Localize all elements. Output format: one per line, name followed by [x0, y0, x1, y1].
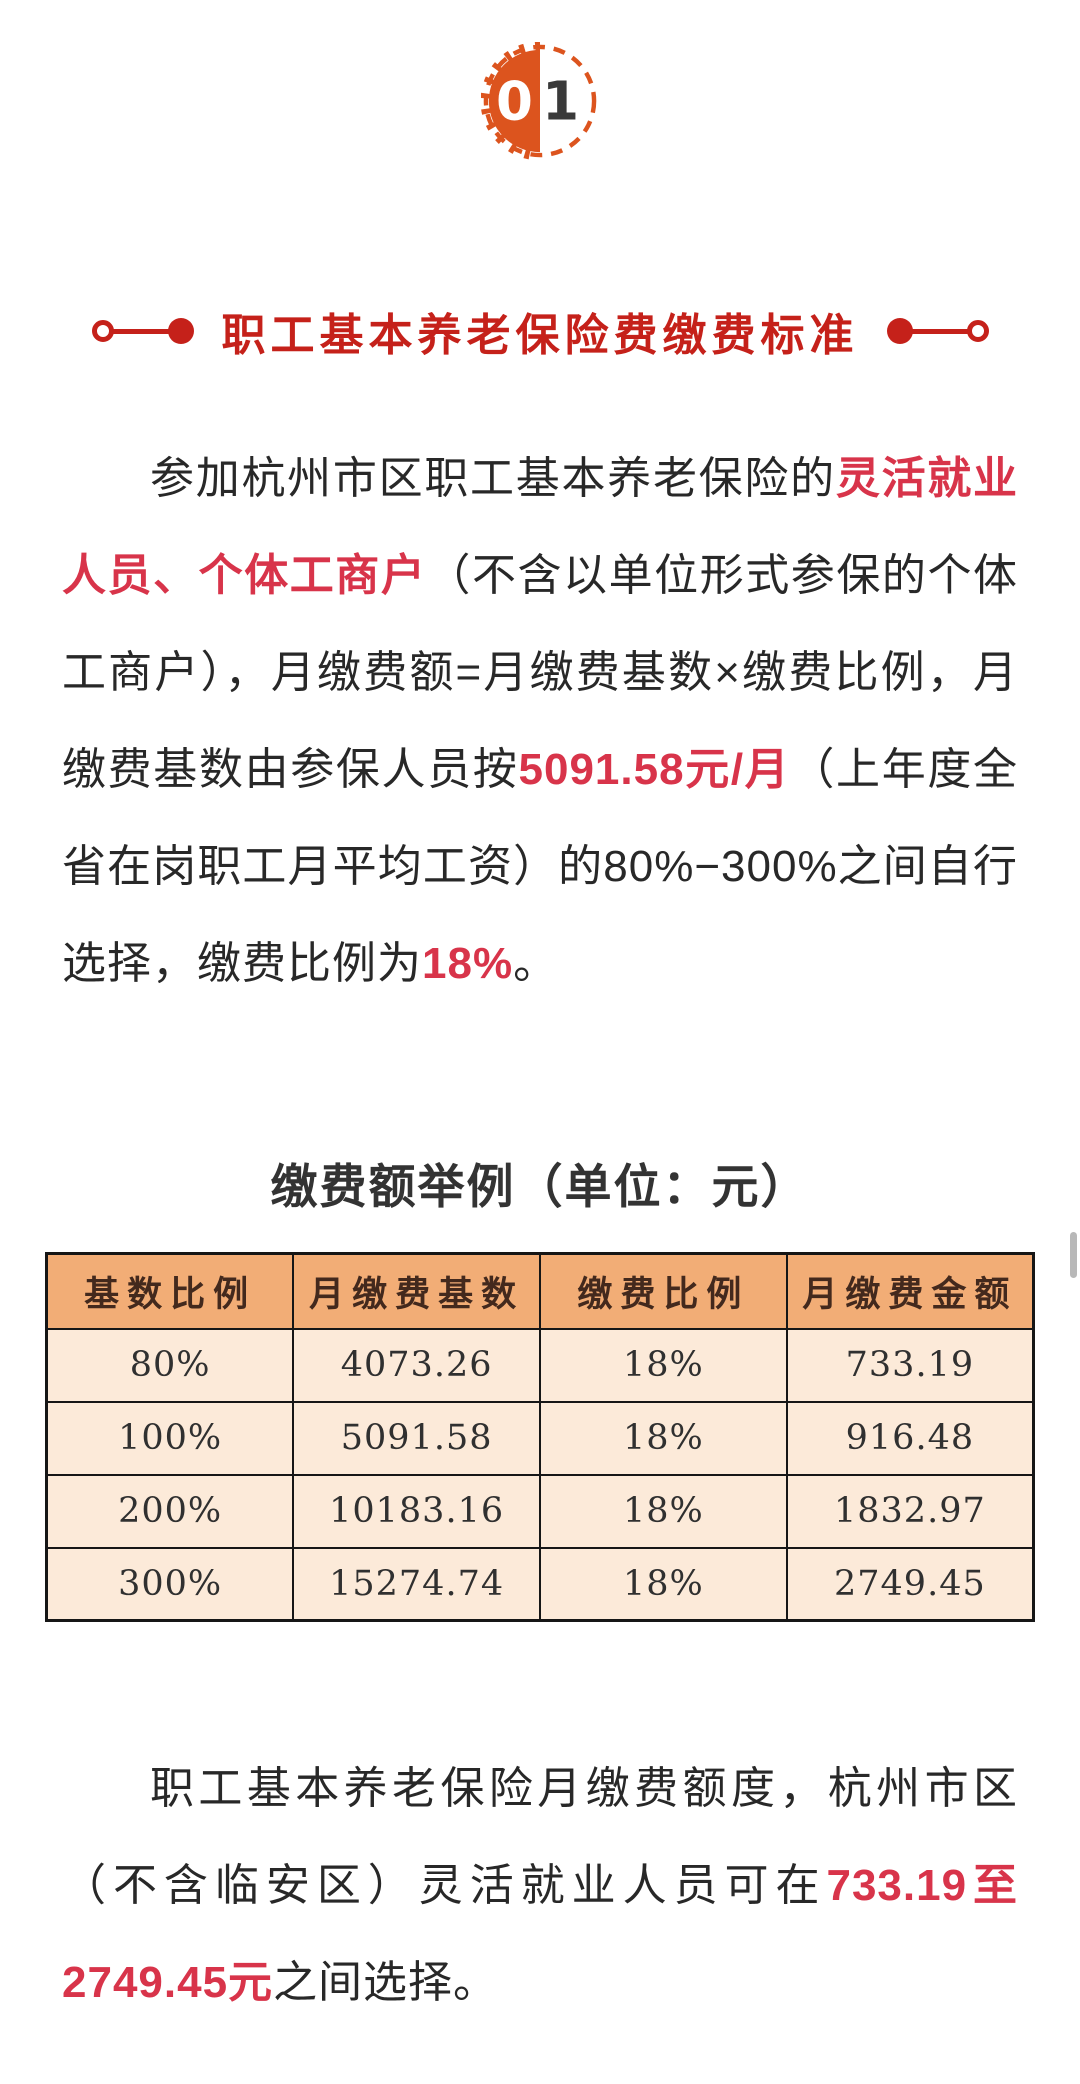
- line-connector: [911, 328, 968, 334]
- table-cell: 300%: [45, 1546, 295, 1622]
- table-row: 100% 5091.58 18% 916.48: [45, 1400, 1035, 1476]
- highlighted-text: 733.19至2749.45元: [62, 1861, 1019, 2007]
- body-text: 之间选择。: [273, 1958, 499, 2007]
- table-cell: 4073.26: [292, 1327, 541, 1403]
- section-number-badge: 0 1: [0, 0, 1080, 160]
- table-header-row: 基数比例 月缴费基数 缴费比例 月缴费金额: [45, 1252, 1035, 1330]
- section-header: 职工基本养老保险费缴费标准: [0, 302, 1080, 360]
- table-cell: 1832.97: [785, 1473, 1035, 1549]
- table-cell: 733.19: [785, 1327, 1035, 1403]
- table-cell: 18%: [539, 1473, 788, 1549]
- table-cell: 10183.16: [292, 1473, 541, 1549]
- dot-icon: [167, 318, 194, 344]
- title-decoration-left: [91, 318, 194, 344]
- table-cell: 15274.74: [292, 1546, 541, 1622]
- badge-digit-left: 0: [496, 71, 533, 133]
- table-header-cell: 月缴费金额: [785, 1252, 1035, 1330]
- dot-icon: [886, 318, 913, 344]
- table-cell: 18%: [539, 1400, 788, 1476]
- highlighted-text: 5091.58元/月: [518, 745, 791, 794]
- table-cell: 100%: [45, 1400, 295, 1476]
- body-text: （上年度全省在岗职工月平均工资）的80%−300%之间自行选择，缴费比例为: [62, 745, 1019, 988]
- highlighted-text: 18%: [422, 939, 514, 988]
- table-cell: 5091.58: [292, 1400, 541, 1476]
- table-row: 80% 4073.26 18% 733.19: [45, 1327, 1035, 1403]
- table-cell: 18%: [539, 1327, 788, 1403]
- section-title: 职工基本养老保险费缴费标准: [221, 311, 859, 360]
- paragraph-intro: 参加杭州市区职工基本养老保险的灵活就业人员、个体工商户（不含以单位形式参保的个体…: [0, 430, 1080, 1012]
- badge-left-half: [488, 49, 540, 153]
- section-number-badge-graphic: 0 1: [481, 42, 597, 160]
- highlighted-text: 灵活就业人员、个体工商户: [62, 454, 1019, 600]
- ring-icon: [966, 320, 989, 342]
- body-text: （不含以单位形式参保的个体工商户），月缴费额=月缴费基数×缴费比例，月缴费基数由…: [62, 551, 1019, 794]
- ring-icon: [91, 320, 114, 342]
- table-header-cell: 缴费比例: [539, 1252, 788, 1330]
- table-header-cell: 月缴费基数: [292, 1252, 541, 1330]
- table-cell: 18%: [539, 1546, 788, 1622]
- contribution-table: 基数比例 月缴费基数 缴费比例 月缴费金额 80% 4073.26 18% 733.19 10…: [45, 1252, 1035, 1622]
- body-text: 参加杭州市区职工基本养老保险的: [150, 454, 836, 503]
- table-cell: 80%: [45, 1327, 295, 1403]
- body-text: 职工基本养老保险月缴费额度，杭州市区（不含临安区）灵活就业人员可在: [62, 1764, 1018, 1910]
- table-cell: 200%: [45, 1473, 295, 1549]
- title-decoration-right: [886, 318, 989, 344]
- table-header-cell: 基数比例: [45, 1252, 295, 1330]
- scrollbar-thumb[interactable]: [1070, 1232, 1077, 1278]
- line-connector: [112, 328, 169, 334]
- table-title: 缴费额举例（单位：元）: [270, 1160, 810, 1213]
- table-body: 80% 4073.26 18% 733.19 100% 5091.58 18% 916.48 2…: [45, 1327, 1035, 1622]
- table-cell: 916.48: [785, 1400, 1035, 1476]
- table-row: 200% 10183.16 18% 1832.97: [45, 1473, 1035, 1549]
- table-cell: 2749.45: [785, 1546, 1035, 1622]
- table-row: 300% 15274.74 18% 2749.45: [45, 1546, 1035, 1622]
- paragraph-summary: 职工基本养老保险月缴费额度，杭州市区（不含临安区）灵活就业人员可在733.19至…: [0, 1740, 1080, 2031]
- badge-digit-right: 1: [542, 71, 579, 133]
- body-text: 。: [513, 939, 559, 988]
